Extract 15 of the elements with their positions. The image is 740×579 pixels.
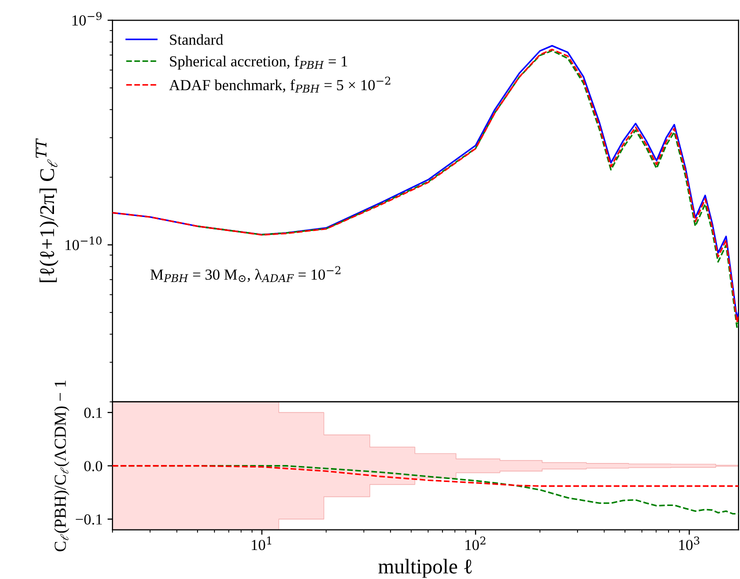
annotation: M$_{PBH}$ = 30 M$_{⊙}$, λ$_{ADAF}$ = 10$^{−2}$ (150, 266, 340, 282)
legend-label: Spherical accretion, f$_{PBH}$ = 1 (170, 56, 348, 70)
y-tick-label: 0.0 (84, 460, 102, 472)
y-axis-title: C$_{ℓ}$(PBH)/C$_{ℓ}$(ΛCDM) − 1 (54, 380, 70, 552)
legend-label: Standard (170, 34, 224, 45)
x-tick-label: 10$^{1}$ (252, 536, 272, 550)
y-tick-label: 10$^{−10}$ (66, 236, 102, 250)
y-tick-label: −0.1 (76, 514, 102, 525)
y-tick-label: 10$^{−9}$ (72, 12, 102, 26)
y-axis-title: [ℓ(ℓ+1)/2π] C$_{ℓ}$$^{TT}$ (36, 138, 58, 282)
x-tick-label: 10$^{3}$ (679, 536, 700, 550)
legend-label: ADAF benchmark, f$_{PBH}$ = 5 × 10$^{−2}$ (169, 76, 390, 93)
x-tick-label: 10$^{2}$ (466, 536, 486, 550)
y-tick-label: 0.1 (84, 408, 102, 418)
x-axis-title: multipole ℓ (378, 558, 472, 578)
